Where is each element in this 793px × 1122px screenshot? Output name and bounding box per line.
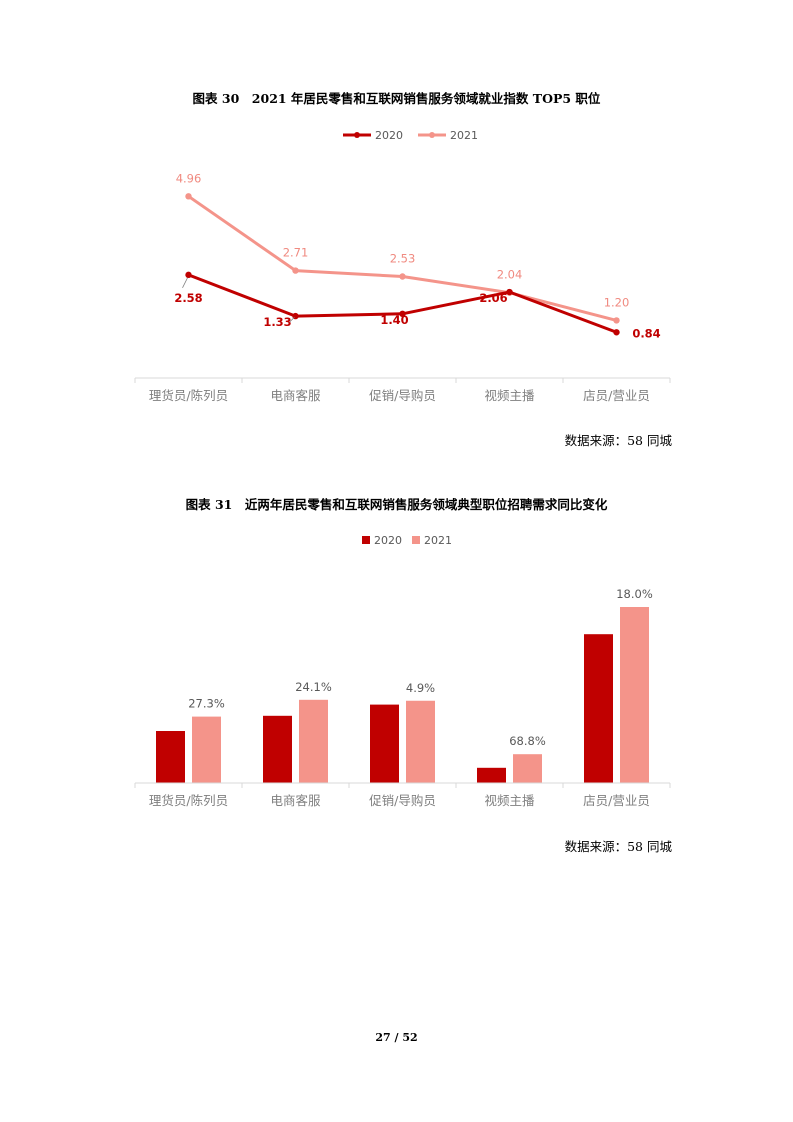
legend-label-2020: 2020 [374, 534, 402, 547]
legend-label-2021: 2021 [424, 534, 452, 547]
figure-30-source: 数据来源：58 同城 [564, 433, 672, 448]
x-tick-label: 店员/营业员 [583, 793, 650, 808]
data-label-2021: 4.9% [406, 681, 435, 695]
point-2021 [292, 267, 299, 274]
data-label-2021: 2.71 [283, 246, 309, 260]
x-tick-label: 店员/营业员 [583, 388, 650, 403]
bar-2021 [192, 716, 221, 783]
data-label-2021: 2.53 [390, 252, 416, 266]
x-tick-label: 电商客服 [270, 388, 321, 403]
bar-2021 [513, 754, 542, 783]
bar-2020 [156, 731, 185, 783]
x-tick-label: 促销/导购员 [369, 388, 436, 403]
legend-label-2021: 2021 [450, 129, 478, 142]
x-tick-label: 视频主播 [484, 793, 535, 808]
data-label-2021: 27.3% [188, 697, 225, 711]
bar-2021 [620, 607, 649, 783]
bar-2020 [263, 715, 292, 783]
page-number: 27 / 52 [375, 1031, 418, 1044]
point-2020 [185, 271, 192, 279]
line-chart: 2020 2021 理货员/陈列员 电商客服 促销/导购员 视频主播 店员/营业员 4.96 2… [134, 129, 671, 403]
bar-2021 [406, 700, 435, 783]
data-label-2020: 2.58 [174, 291, 202, 305]
x-tick-label: 电商客服 [270, 793, 321, 808]
legend-swatch-2020 [362, 536, 370, 544]
data-label-2021: 2.04 [497, 268, 523, 282]
x-tick-label: 促销/导购员 [369, 793, 436, 808]
legend-label-2020: 2020 [375, 129, 403, 142]
bar-chart: 2020 2021 27.3% 24.1% 4.9% 68.8% 18.0% 理货员/陈列员 电… [134, 534, 671, 808]
data-label-2021: 24.1% [295, 680, 332, 694]
data-label-2021: 4.96 [176, 171, 202, 185]
bar-2020 [584, 634, 613, 783]
point-2020 [506, 288, 513, 296]
point-2021 [185, 193, 192, 200]
legend-marker-2021 [429, 132, 435, 138]
point-2021 [613, 317, 620, 324]
data-label-2020: 1.33 [263, 315, 291, 329]
x-tick-label: 理货员/陈列员 [149, 388, 228, 403]
data-label-2020: 1.40 [380, 313, 408, 327]
data-label-2021: 18.0% [616, 587, 653, 601]
bar-2020 [477, 767, 506, 783]
data-label-2021: 1.20 [604, 295, 630, 309]
bar-2021 [299, 699, 328, 783]
leader-line [182, 277, 188, 289]
data-label-2020: 2.06 [479, 291, 507, 305]
x-tick-label: 理货员/陈列员 [149, 793, 228, 808]
point-2020 [399, 310, 406, 317]
x-tick-label: 视频主播 [484, 388, 535, 403]
data-label-2020: 0.84 [632, 326, 660, 340]
figure-31-caption: 图表 31 近两年居民零售和互联网销售服务领域典型职位招聘需求同比变化 [185, 497, 608, 512]
point-2020 [613, 329, 620, 336]
legend-swatch-2021 [412, 536, 420, 544]
leader-line [289, 316, 295, 323]
bar-2020 [370, 704, 399, 783]
legend-marker-2020 [354, 132, 360, 138]
figure-31-source: 数据来源：58 同城 [564, 839, 672, 854]
figure-30-caption: 图表 30 2021 年居民零售和互联网销售服务领域就业指数 TOP5 职位 [192, 91, 601, 106]
point-2021 [399, 273, 406, 280]
data-label-2021: 68.8% [509, 734, 546, 748]
